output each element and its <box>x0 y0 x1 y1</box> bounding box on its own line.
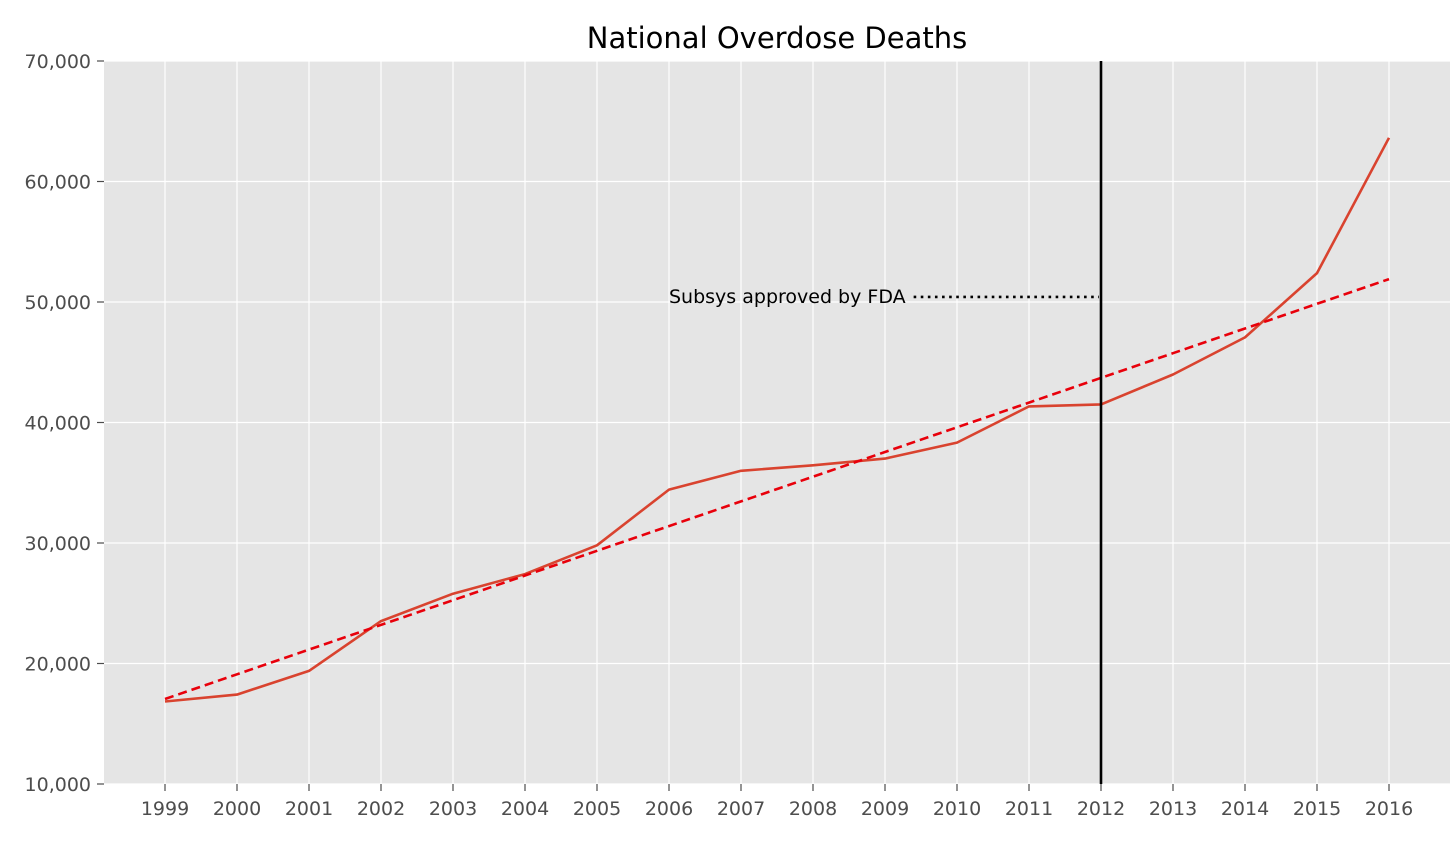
x-tick-label: 2004 <box>501 798 549 820</box>
x-tick-label: 2005 <box>573 798 621 820</box>
x-tick-label: 2010 <box>933 798 981 820</box>
y-tick-label: 20,000 <box>25 654 91 676</box>
trend-line <box>164 277 1390 701</box>
x-tick-label: 2000 <box>213 798 261 820</box>
x-tick-label: 2002 <box>357 798 405 820</box>
x-tick-label: 2015 <box>1293 798 1341 820</box>
x-tick-label: 2014 <box>1221 798 1269 820</box>
y-tick-label: 30,000 <box>25 533 91 555</box>
axis-ticks: 10,000 20,000 30,000 40,000 50,000 60,000 70,0… <box>25 51 1414 820</box>
x-tick-label: 2016 <box>1365 798 1413 820</box>
x-tick-label: 2009 <box>861 798 909 820</box>
x-tick-label: 2011 <box>1005 798 1053 820</box>
x-tick-label: 2012 <box>1077 798 1125 820</box>
x-tick-label: 2013 <box>1149 798 1197 820</box>
y-tick-label: 10,000 <box>25 774 91 796</box>
chart-title: National Overdose Deaths <box>587 21 967 55</box>
annotation-layer: Subsys approved by FDA <box>669 61 1103 784</box>
x-tick-label: 2001 <box>285 798 333 820</box>
x-tick-label: 2003 <box>429 798 477 820</box>
series-layer <box>164 137 1391 703</box>
x-tick-label: 1999 <box>141 798 189 820</box>
annotation-label: Subsys approved by FDA <box>669 286 906 308</box>
x-tick-label: 2008 <box>789 798 837 820</box>
y-tick-label: 40,000 <box>25 413 91 435</box>
y-tick-label: 60,000 <box>25 172 91 194</box>
y-tick-label: 50,000 <box>25 292 91 314</box>
x-tick-label: 2006 <box>645 798 693 820</box>
grid <box>104 60 1450 785</box>
x-tick-label: 2007 <box>717 798 765 820</box>
y-tick-label: 70,000 <box>25 51 91 73</box>
